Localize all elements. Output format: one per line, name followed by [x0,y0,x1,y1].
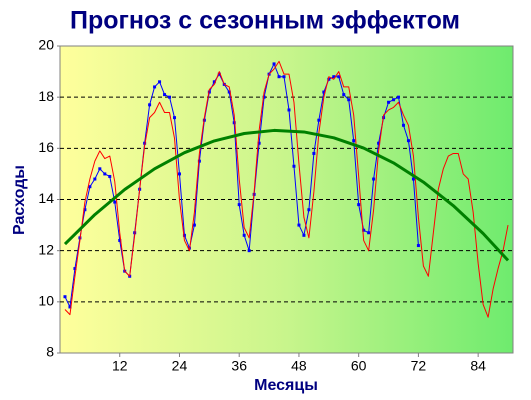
point-marker [397,95,401,99]
point-marker [302,233,306,237]
chart-title: Прогноз с сезонным эффектом [70,7,460,35]
point-marker [177,172,181,176]
point-marker [227,90,231,94]
point-marker [158,80,162,84]
point-marker [411,177,415,181]
x-tick-label: 60 [351,358,367,374]
point-marker [163,93,167,97]
point-marker [68,305,72,309]
point-marker [317,118,321,122]
point-marker [262,95,266,99]
point-marker [113,200,117,204]
point-marker [108,174,112,178]
point-marker [63,295,67,299]
point-marker [168,95,172,99]
point-marker [282,75,286,79]
point-marker [247,249,251,253]
point-marker [192,223,196,227]
y-tick-label: 8 [46,344,54,360]
point-marker [297,223,301,227]
point-marker [367,231,371,235]
point-marker [362,228,366,232]
point-marker [357,203,361,207]
point-marker [103,172,107,176]
x-tick-label: 48 [291,358,307,374]
x-tick-label: 36 [231,358,247,374]
point-marker [387,100,391,104]
point-marker [88,185,92,189]
point-marker [392,98,396,102]
point-marker [322,90,326,94]
point-marker [406,139,410,143]
point-marker [197,159,201,163]
point-marker [182,233,186,237]
y-tick-label: 14 [38,190,54,206]
point-marker [237,203,241,207]
point-marker [292,164,296,168]
series-line [63,128,510,262]
point-marker [401,123,405,127]
point-marker [83,208,87,212]
series-line [64,60,509,318]
point-marker [272,62,276,66]
y-tick-label: 20 [38,37,54,53]
point-marker [352,139,356,143]
point-marker [416,244,420,248]
point-marker [148,103,152,107]
point-marker [93,177,97,181]
point-marker [342,93,346,97]
x-tick-label: 72 [411,358,427,374]
point-marker [242,233,246,237]
point-marker [257,141,261,145]
point-marker [337,75,341,79]
point-marker [98,167,102,171]
point-marker [73,267,77,271]
point-marker [172,116,176,120]
point-marker [312,151,316,155]
point-marker [372,177,376,181]
x-tick-label: 12 [112,358,128,374]
point-marker [232,121,236,125]
point-marker [118,238,122,242]
point-marker [217,72,221,76]
y-tick-label: 10 [38,293,54,309]
point-marker [153,85,157,89]
y-tick-label: 16 [38,139,54,155]
y-tick-label: 12 [38,241,54,257]
point-marker [287,108,291,112]
point-marker [212,80,216,84]
y-tick-label: 18 [38,88,54,104]
point-marker [332,75,336,79]
point-marker [307,208,311,212]
point-marker [327,77,331,81]
point-marker [377,141,381,145]
point-marker [277,75,281,79]
x-tick-label: 84 [470,358,486,374]
x-tick-label: 24 [172,358,188,374]
x-axis-label: Месяцы [254,377,318,394]
point-marker [347,98,351,102]
y-axis-label: Расходы [11,165,28,235]
